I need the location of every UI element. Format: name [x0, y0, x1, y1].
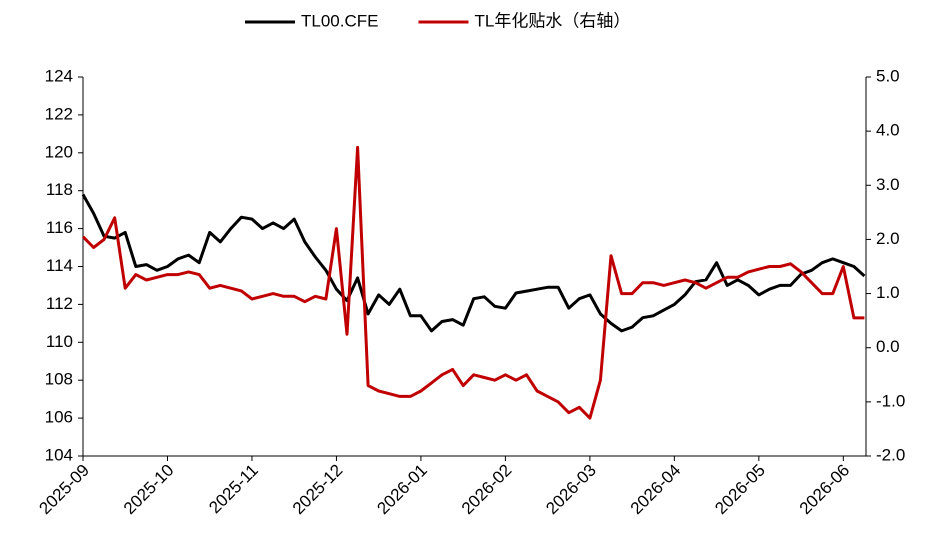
legend-label: TL00.CFE [301, 11, 378, 30]
x-tick-label: 2026-03 [542, 461, 600, 519]
y-tick-label: 124 [45, 66, 73, 85]
x-tick-label: 2025-09 [35, 461, 93, 519]
y-tick-label: 122 [45, 104, 73, 123]
x-tick-label: 2025-12 [289, 461, 347, 519]
y-tick-label: 112 [46, 294, 73, 313]
series-line [81, 145, 865, 420]
y2-tick-label: 0.0 [876, 337, 900, 356]
y2-tick-label: 2.0 [876, 229, 900, 248]
x-tick-label: 2026-02 [458, 461, 516, 519]
y-tick-label: 110 [46, 332, 73, 351]
y-tick-label: 116 [46, 218, 73, 237]
y2-tick-label: 3.0 [876, 175, 900, 194]
y2-tick-label: -2.0 [876, 445, 905, 464]
x-tick-label: 2025-11 [205, 461, 262, 518]
series-line [81, 193, 866, 333]
x-tick-label: 2026-05 [711, 461, 769, 519]
x-tick-label: 2025-10 [120, 461, 178, 519]
y-tick-label: 114 [46, 256, 73, 275]
y-tick-label: 106 [45, 408, 73, 427]
y-tick-label: 120 [45, 142, 73, 161]
x-tick-label: 2026-01 [373, 461, 431, 519]
y2-tick-label: 4.0 [876, 121, 900, 140]
y-tick-label: 104 [45, 445, 73, 464]
x-tick-label: 2026-06 [796, 461, 854, 519]
x-tick-label: 2026-04 [627, 461, 685, 519]
y-tick-label: 108 [45, 370, 73, 389]
y2-tick-label: 5.0 [876, 66, 900, 85]
y-tick-label: 118 [46, 180, 73, 199]
legend-label: TL年化贴水（右轴） [474, 11, 630, 30]
y2-tick-label: -1.0 [876, 391, 905, 410]
y2-tick-label: 1.0 [876, 283, 900, 302]
